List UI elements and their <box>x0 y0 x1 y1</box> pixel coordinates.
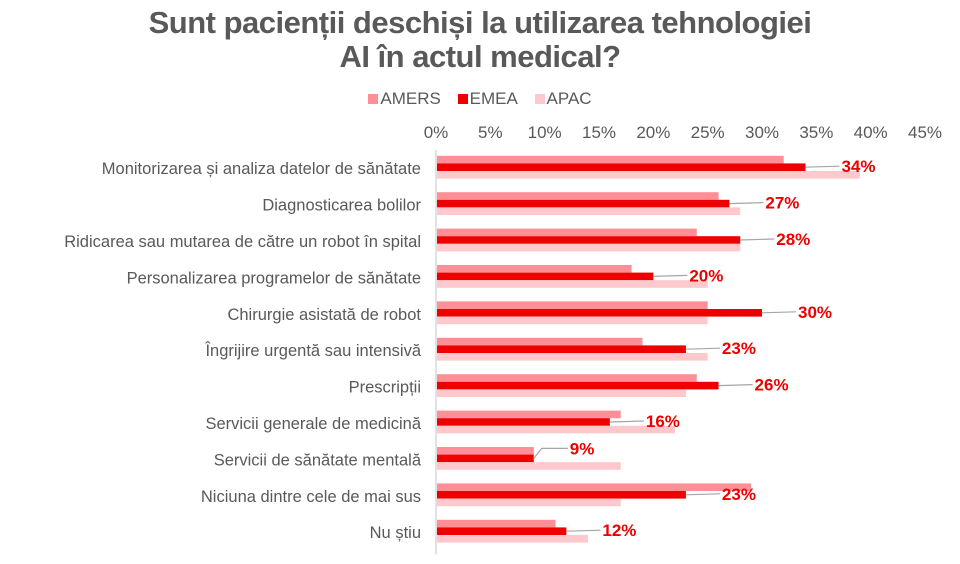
bar-emea-niciuna-dintre-cele-de-mai-sus <box>437 491 686 499</box>
data-label-ingrijire-urgenta-sau-intensiva: 23% <box>722 339 756 358</box>
x-axis-ticks: 0% 5% 10% 15% 20% 25% 30% 35% 40% 45% <box>424 123 942 142</box>
category-label-prescriptii: Prescripții <box>349 379 421 397</box>
data-labels: 34% 27% 28% 20% 30% 23% 26% 16% 9% 23% 12% <box>533 157 875 540</box>
legend-swatch-apac <box>534 94 545 104</box>
category-label-ingrijire-urgenta-sau-intensiva: Îngrijire urgentă sau intensivă <box>204 341 421 360</box>
bar-amers-chirurgie-asistata-de-robot <box>437 301 708 309</box>
bar-emea-chirurgie-asistata-de-robot <box>437 309 762 317</box>
chart-title-line-1: Sunt pacienții deschiși la utilizarea te… <box>148 5 812 40</box>
leader-line <box>718 384 753 387</box>
bar-apac-monitorizarea-si-analiza-datelor-de-sanatate <box>437 171 860 179</box>
leader-line <box>761 311 797 314</box>
leader-line <box>653 274 688 277</box>
bar-amers-servicii-generale-de-medicina <box>437 410 621 419</box>
legend-item-emea[interactable]: EMEA <box>457 89 518 109</box>
data-label-personalizarea-programelor-de-sanatate: 20% <box>689 266 723 285</box>
legend-label-amers: AMERS <box>380 89 441 108</box>
bar-emea-ridicarea-sau-mutarea-de-catre-un-robot-in-spital <box>437 236 741 244</box>
leader-line <box>729 202 764 205</box>
x-tick-label: 45% <box>908 123 942 142</box>
data-label-monitorizarea-si-analiza-datelor-de-sanatate: 34% <box>841 157 875 176</box>
legend-swatch-amers <box>368 94 379 104</box>
data-label-servicii-de-sanatate-mentala: 9% <box>570 439 595 458</box>
bar-emea-ingrijire-urgenta-sau-intensiva <box>437 345 686 353</box>
category-labels: Monitorizarea și analiza datelor de sănă… <box>64 160 422 542</box>
bar-amers-diagnosticarea-bolilor <box>437 192 719 200</box>
leader-line <box>740 238 775 241</box>
category-label-servicii-generale-de-medicina: Servicii generale de medicină <box>205 415 421 433</box>
bar-amers-servicii-de-sanatate-mentala <box>437 447 534 455</box>
bar-apac-personalizarea-programelor-de-sanatate <box>437 280 708 288</box>
leader-line <box>685 347 720 350</box>
legend: AMERS EMEA APAC <box>0 89 960 109</box>
bar-apac-chirurgie-asistata-de-robot <box>437 316 708 325</box>
leader-line <box>533 447 568 459</box>
data-label-diagnosticarea-bolilor: 27% <box>765 194 799 213</box>
x-tick-label: 40% <box>854 123 888 142</box>
x-tick-label: 25% <box>691 123 725 142</box>
category-label-nu-stiu: Nu știu <box>370 524 421 542</box>
category-label-niciuna-dintre-cele-de-mai-sus: Niciuna dintre cele de mai sus <box>201 488 421 506</box>
leader-line <box>609 420 644 423</box>
data-label-servicii-generale-de-medicina: 16% <box>646 412 680 431</box>
legend-label-apac: APAC <box>546 89 592 108</box>
bar-apac-nu-stiu <box>437 535 589 543</box>
bar-apac-niciuna-dintre-cele-de-mai-sus <box>437 498 621 507</box>
x-tick-label: 5% <box>478 123 503 142</box>
bar-emea-personalizarea-programelor-de-sanatate <box>437 272 654 281</box>
legend-swatch-emea <box>457 94 468 104</box>
bar-amers-niciuna-dintre-cele-de-mai-sus <box>437 483 752 491</box>
bar-apac-diagnosticarea-bolilor <box>437 207 741 215</box>
x-tick-label: 15% <box>582 123 616 142</box>
bar-amers-ridicarea-sau-mutarea-de-catre-un-robot-in-spital <box>437 228 697 237</box>
x-tick-label: 10% <box>528 123 562 142</box>
category-label-diagnosticarea-bolilor: Diagnosticarea bolilor <box>262 197 421 215</box>
bar-emea-nu-stiu <box>437 527 567 535</box>
bar-amers-ingrijire-urgenta-sau-intensiva <box>437 337 643 346</box>
data-label-nu-stiu: 12% <box>602 521 636 540</box>
bar-amers-prescriptii <box>437 374 697 382</box>
leader-line <box>805 165 840 168</box>
bar-emea-monitorizarea-si-analiza-datelor-de-sanatate <box>437 163 806 171</box>
chart-title-line-2: AI în actul medical? <box>339 39 621 74</box>
x-tick-label: 20% <box>636 123 670 142</box>
data-label-niciuna-dintre-cele-de-mai-sus: 23% <box>722 485 756 504</box>
bar-emea-diagnosticarea-bolilor <box>437 199 730 208</box>
leader-line <box>566 529 601 532</box>
bar-apac-servicii-de-sanatate-mentala <box>437 462 621 470</box>
bar-emea-servicii-generale-de-medicina <box>437 418 610 426</box>
bar-emea-prescriptii <box>437 381 719 390</box>
bar-apac-ingrijire-urgenta-sau-intensiva <box>437 353 708 361</box>
category-label-personalizarea-programelor-de-sanatate: Personalizarea programelor de sănătate <box>127 269 421 287</box>
category-label-servicii-de-sanatate-mentala: Servicii de sănătate mentală <box>214 451 422 469</box>
bars <box>437 155 860 543</box>
leader-line <box>685 493 720 496</box>
bar-apac-prescriptii <box>437 389 686 397</box>
x-tick-label: 0% <box>424 123 449 142</box>
x-tick-label: 35% <box>799 123 833 142</box>
bar-apac-servicii-generale-de-medicina <box>437 425 676 434</box>
chart-title: Sunt pacienții deschiși la utilizarea te… <box>0 6 960 74</box>
bar-amers-personalizarea-programelor-de-sanatate <box>437 265 632 273</box>
data-label-ridicarea-sau-mutarea-de-catre-un-robot-in-spital: 28% <box>776 230 810 249</box>
bar-apac-ridicarea-sau-mutarea-de-catre-un-robot-in-spital <box>437 243 741 252</box>
legend-item-amers[interactable]: AMERS <box>368 89 441 109</box>
legend-item-apac[interactable]: APAC <box>534 89 592 109</box>
data-label-prescriptii: 26% <box>755 376 789 395</box>
bar-amers-monitorizarea-si-analiza-datelor-de-sanatate <box>437 155 784 164</box>
bar-amers-nu-stiu <box>437 519 556 528</box>
category-label-ridicarea-sau-mutarea-de-catre-un-robot-in-spital: Ridicarea sau mutarea de către un robot … <box>64 233 421 251</box>
data-label-chirurgie-asistata-de-robot: 30% <box>798 303 832 322</box>
legend-label-emea: EMEA <box>469 89 518 108</box>
category-label-monitorizarea-si-analiza-datelor-de-sanatate: Monitorizarea și analiza datelor de sănă… <box>102 160 421 178</box>
category-label-chirurgie-asistata-de-robot: Chirurgie asistată de robot <box>227 306 421 324</box>
x-tick-label: 30% <box>745 123 779 142</box>
bar-emea-servicii-de-sanatate-mentala <box>437 454 534 463</box>
